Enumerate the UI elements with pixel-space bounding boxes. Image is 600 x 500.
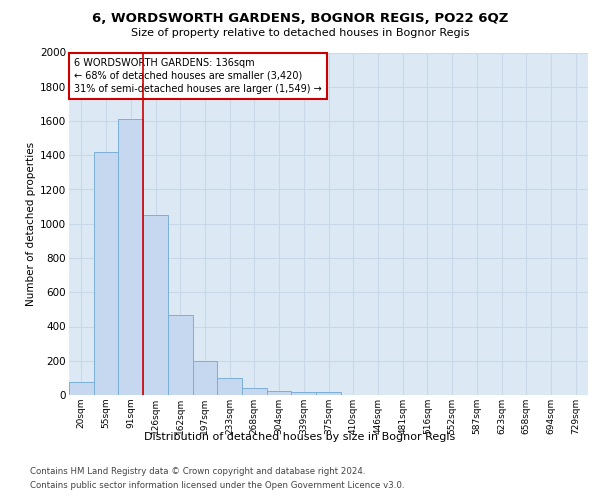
Text: 6 WORDSWORTH GARDENS: 136sqm
← 68% of detached houses are smaller (3,420)
31% of: 6 WORDSWORTH GARDENS: 136sqm ← 68% of de… <box>74 58 322 94</box>
Bar <box>267 390 292 395</box>
Text: 6, WORDSWORTH GARDENS, BOGNOR REGIS, PO22 6QZ: 6, WORDSWORTH GARDENS, BOGNOR REGIS, PO2… <box>92 12 508 26</box>
Text: Contains HM Land Registry data © Crown copyright and database right 2024.: Contains HM Land Registry data © Crown c… <box>30 468 365 476</box>
Bar <box>118 120 143 395</box>
Bar <box>292 392 316 395</box>
Bar <box>69 382 94 395</box>
Bar <box>143 215 168 395</box>
Bar <box>242 388 267 395</box>
Y-axis label: Number of detached properties: Number of detached properties <box>26 142 36 306</box>
Text: Contains public sector information licensed under the Open Government Licence v3: Contains public sector information licen… <box>30 481 404 490</box>
Bar <box>316 392 341 395</box>
Text: Size of property relative to detached houses in Bognor Regis: Size of property relative to detached ho… <box>131 28 469 38</box>
Bar <box>193 361 217 395</box>
Bar <box>217 378 242 395</box>
Text: Distribution of detached houses by size in Bognor Regis: Distribution of detached houses by size … <box>145 432 455 442</box>
Bar <box>168 314 193 395</box>
Bar <box>94 152 118 395</box>
